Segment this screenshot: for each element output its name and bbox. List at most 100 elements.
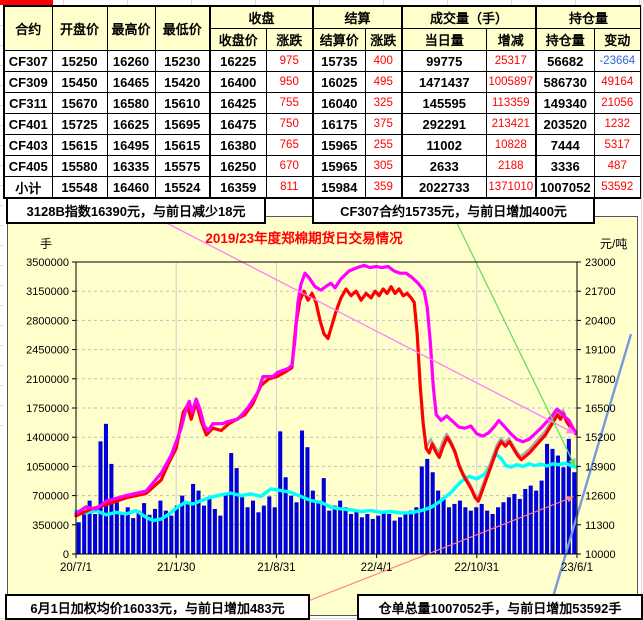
table-cell[interactable]: 16025 <box>312 71 366 93</box>
table-cell[interactable]: CF311 <box>3 92 53 114</box>
table-cell[interactable]: 15984 <box>312 176 366 199</box>
table-cell[interactable]: CF403 <box>3 134 53 156</box>
table-cell[interactable]: 292291 <box>401 113 487 135</box>
group-header[interactable]: 成交量（手） <box>401 5 537 29</box>
table-cell[interactable]: CF401 <box>3 113 53 135</box>
table-cell[interactable]: 15230 <box>154 50 211 72</box>
table-cell[interactable]: 15610 <box>154 92 211 114</box>
table-cell[interactable]: 765 <box>265 134 314 156</box>
table-cell[interactable]: 16475 <box>209 113 267 135</box>
table-cell[interactable]: 15548 <box>51 176 108 199</box>
table-cell[interactable]: 99775 <box>401 50 487 72</box>
table-cell[interactable]: 15575 <box>154 155 211 177</box>
table-cell[interactable]: 10828 <box>485 134 537 156</box>
table-cell[interactable]: 21056 <box>593 92 642 114</box>
table-cell[interactable]: 56682 <box>535 50 595 72</box>
table-cell[interactable]: 7444 <box>535 134 595 156</box>
table-cell[interactable]: 15735 <box>312 50 366 72</box>
index-info-box[interactable]: 3128B指数16390元，与前日减少18元 <box>6 197 266 224</box>
table-cell[interactable]: -23664 <box>593 50 642 72</box>
cf307-info-box[interactable]: CF307合约15735元，与前日增加400元 <box>312 197 595 224</box>
table-cell[interactable]: 586730 <box>535 71 595 93</box>
table-cell[interactable]: 25317 <box>485 50 537 72</box>
table-cell[interactable]: 325 <box>364 92 403 114</box>
table-cell[interactable]: 1232 <box>593 113 642 135</box>
table-cell[interactable]: 49164 <box>593 71 642 93</box>
table-cell[interactable]: 15524 <box>154 176 211 199</box>
group-header[interactable]: 持仓量 <box>535 5 642 29</box>
table-cell[interactable]: 16040 <box>312 92 366 114</box>
table-cell[interactable]: 16495 <box>106 134 156 156</box>
table-cell[interactable]: 16400 <box>209 71 267 93</box>
table-cell[interactable]: 1007052 <box>535 176 595 199</box>
column-header[interactable]: 最高价 <box>106 5 156 51</box>
table-cell[interactable]: 2022733 <box>401 176 487 199</box>
table-cell[interactable]: 213421 <box>485 113 537 135</box>
table-cell[interactable]: 15965 <box>312 155 366 177</box>
weighted-avg-price-box[interactable]: 6月1日加权均价16033元，与前日增加483元 <box>5 594 310 620</box>
table-cell[interactable]: 16460 <box>106 176 156 199</box>
table-cell[interactable]: 小计 <box>3 176 53 199</box>
table-cell[interactable]: 16359 <box>209 176 267 199</box>
sub-header[interactable]: 当日量 <box>401 28 487 51</box>
sub-header[interactable]: 变动 <box>593 28 642 51</box>
table-cell[interactable]: 255 <box>364 134 403 156</box>
table-cell[interactable]: 16465 <box>106 71 156 93</box>
table-cell[interactable]: 495 <box>364 71 403 93</box>
sub-header[interactable]: 收盘价 <box>209 28 267 51</box>
table-cell[interactable]: 670 <box>265 155 314 177</box>
table-cell[interactable]: 11002 <box>401 134 487 156</box>
table-cell[interactable]: CF309 <box>3 71 53 93</box>
table-cell[interactable]: 16380 <box>209 134 267 156</box>
table-cell[interactable]: 1471437 <box>401 71 487 93</box>
table-cell[interactable]: 950 <box>265 71 314 93</box>
table-cell[interactable]: 811 <box>265 176 314 199</box>
column-header[interactable]: 开盘价 <box>51 5 108 51</box>
table-cell[interactable]: 113359 <box>485 92 537 114</box>
sub-header[interactable]: 增减 <box>485 28 537 51</box>
table-cell[interactable]: 15965 <box>312 134 366 156</box>
table-cell[interactable]: 16225 <box>209 50 267 72</box>
group-header[interactable]: 结算 <box>312 5 403 29</box>
table-cell[interactable]: 16335 <box>106 155 156 177</box>
table-cell[interactable]: 15250 <box>51 50 108 72</box>
table-cell[interactable]: 975 <box>265 50 314 72</box>
table-cell[interactable]: 15695 <box>154 113 211 135</box>
table-cell[interactable]: 15615 <box>51 134 108 156</box>
column-header[interactable]: 最低价 <box>154 5 211 51</box>
table-cell[interactable]: 15725 <box>51 113 108 135</box>
table-cell[interactable]: 203520 <box>535 113 595 135</box>
sub-header[interactable]: 涨跌 <box>265 28 314 51</box>
table-cell[interactable]: 16625 <box>106 113 156 135</box>
cotton-futures-chart[interactable]: 2019/23年度郑棉期货日交易情况 手 元/吨 0 350000 700000 10500… <box>7 214 638 616</box>
table-cell[interactable]: 750 <box>265 113 314 135</box>
table-cell[interactable]: 2188 <box>485 155 537 177</box>
table-cell[interactable]: CF405 <box>3 155 53 177</box>
table-cell[interactable]: 145595 <box>401 92 487 114</box>
table-cell[interactable]: 53592 <box>593 176 642 199</box>
table-cell[interactable]: 2633 <box>401 155 487 177</box>
table-cell[interactable]: 16425 <box>209 92 267 114</box>
column-header[interactable]: 合约 <box>3 5 53 51</box>
table-cell[interactable]: 1371010 <box>485 176 537 199</box>
table-cell[interactable]: 15420 <box>154 71 211 93</box>
table-cell[interactable]: 487 <box>593 155 642 177</box>
table-cell[interactable]: 15615 <box>154 134 211 156</box>
table-cell[interactable]: 16260 <box>106 50 156 72</box>
table-cell[interactable]: 15450 <box>51 71 108 93</box>
group-header[interactable]: 收盘 <box>209 5 314 29</box>
table-cell[interactable]: 149340 <box>535 92 595 114</box>
table-cell[interactable]: 1005897 <box>485 71 537 93</box>
sub-header[interactable]: 结算价 <box>312 28 366 51</box>
table-cell[interactable]: 359 <box>364 176 403 199</box>
table-cell[interactable]: 16175 <box>312 113 366 135</box>
table-cell[interactable]: 16250 <box>209 155 267 177</box>
table-cell[interactable]: 15670 <box>51 92 108 114</box>
table-cell[interactable]: 375 <box>364 113 403 135</box>
table-cell[interactable]: 15580 <box>51 155 108 177</box>
sub-header[interactable]: 持仓量 <box>535 28 595 51</box>
table-cell[interactable]: 755 <box>265 92 314 114</box>
warehouse-receipts-box[interactable]: 仓单总量1007052手，与前日增加53592手 <box>357 594 643 620</box>
table-cell[interactable]: 305 <box>364 155 403 177</box>
table-cell[interactable]: 16580 <box>106 92 156 114</box>
